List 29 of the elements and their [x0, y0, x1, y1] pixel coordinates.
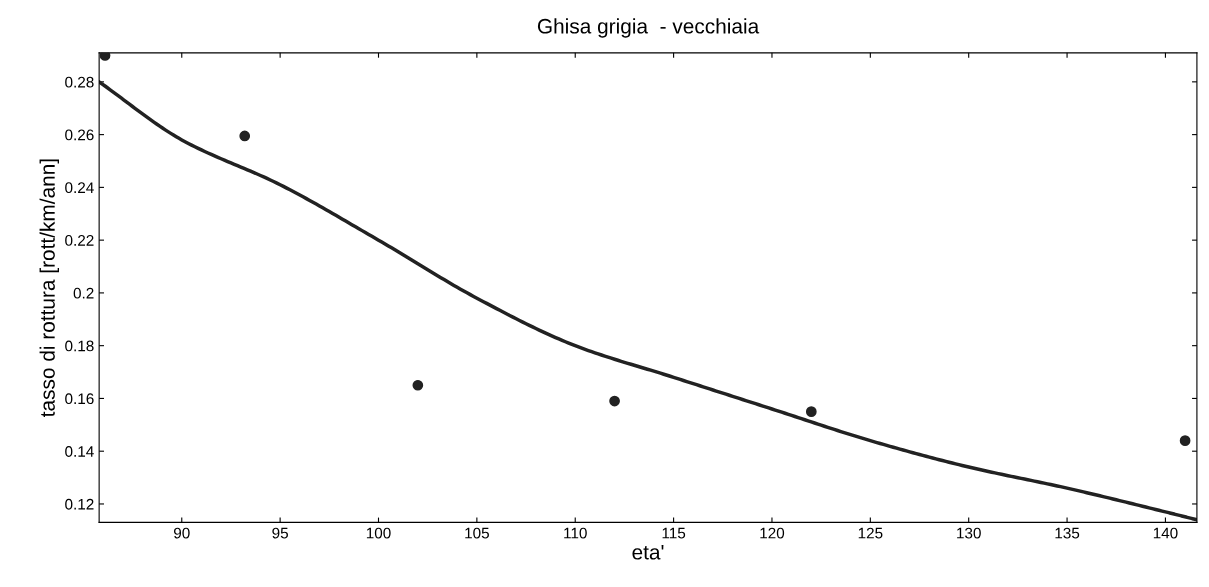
y-tick-label: 0.24 [65, 182, 94, 194]
x-tick-label: 135 [1055, 527, 1080, 539]
x-tick-label: 95 [272, 527, 288, 539]
x-tick-label: 110 [564, 527, 587, 539]
x-tick-label: 115 [662, 527, 686, 539]
x-tick-label: 100 [366, 527, 391, 539]
x-axis-title: eta' [632, 545, 664, 560]
y-tick-label: 0.26 [65, 129, 94, 141]
point [239, 130, 251, 142]
point [99, 52, 111, 61]
y-tick-label: 0.18 [65, 340, 94, 352]
x-tick-label: 90 [173, 527, 190, 539]
x-tick-label: 120 [760, 527, 785, 539]
y-tick-label: 0.16 [65, 393, 94, 405]
chart-title: Ghisa grigia - vecchiaia [537, 18, 760, 38]
point [412, 379, 424, 391]
y-tick-label: 0.12 [65, 498, 94, 510]
x-tick-label: 140 [1153, 527, 1178, 539]
point [1179, 435, 1191, 446]
point [805, 406, 817, 417]
point [609, 395, 620, 407]
y-tick-label: 0.28 [65, 76, 94, 88]
y-axis-title: tasso di rottura [rott/km/ann] [39, 159, 59, 417]
y-tick-label: 0.14 [65, 446, 94, 457]
y-tick-label: 0.22 [65, 235, 94, 246]
y-tick-label: 0.2 [73, 287, 94, 299]
x-tick-label: 130 [957, 527, 981, 539]
x-tick-label: 125 [858, 527, 883, 539]
x-tick-label: 105 [465, 527, 489, 539]
